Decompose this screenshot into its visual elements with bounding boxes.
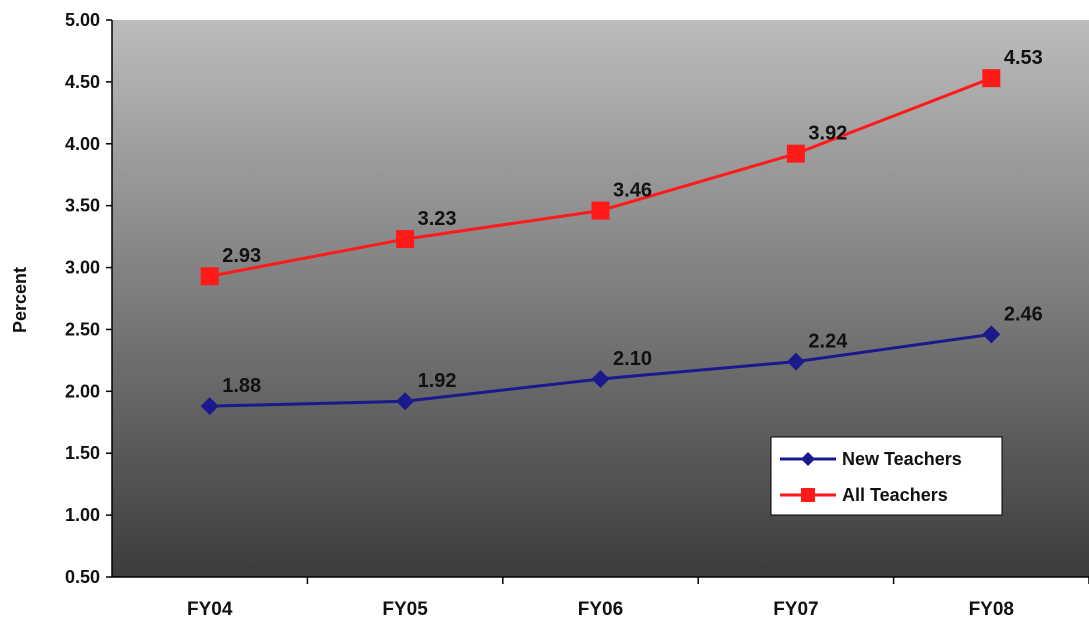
legend-label-new-teachers: New Teachers	[842, 449, 962, 469]
data-label-all-teachers: 2.93	[222, 245, 261, 267]
data-label-new-teachers: 1.88	[222, 375, 261, 397]
y-tick-label: 3.00	[65, 258, 100, 278]
y-tick-label: 3.50	[65, 196, 100, 216]
y-tick-label: 4.00	[65, 134, 100, 154]
data-label-all-teachers: 4.53	[1004, 47, 1043, 69]
data-label-new-teachers: 2.10	[613, 348, 652, 370]
legend-marker-new-teachers	[801, 452, 815, 466]
data-label-new-teachers: 2.24	[808, 331, 848, 353]
y-tick-label: 4.50	[65, 72, 100, 92]
legend-box	[770, 436, 1003, 516]
data-point-new-teachers	[200, 397, 219, 416]
x-tick-label: FY07	[773, 599, 818, 620]
data-point-new-teachers	[982, 325, 1001, 344]
data-point-new-teachers	[396, 392, 415, 411]
data-label-new-teachers: 1.92	[418, 370, 457, 392]
y-axis-title: Percent	[10, 267, 30, 333]
x-tick-label: FY04	[187, 599, 233, 620]
series-layer	[200, 69, 1001, 416]
data-point-all-teachers	[396, 230, 415, 249]
y-tick-label: 1.50	[65, 443, 100, 463]
data-point-all-teachers	[982, 69, 1001, 88]
data-label-all-teachers: 3.92	[808, 123, 847, 145]
data-point-all-teachers	[786, 144, 805, 163]
data-point-all-teachers	[591, 201, 610, 220]
x-tick-label: FY05	[382, 599, 428, 620]
data-point-new-teachers	[591, 369, 610, 388]
axes: 0.50 1.00 1.50 2.00 2.50 3.00 3.50 4.00 4.50 5.00…	[65, 10, 1089, 620]
x-tick-label: FY08	[969, 599, 1014, 620]
legend-marker-all-teachers	[801, 488, 815, 502]
legend-label-all-teachers: All Teachers	[842, 485, 948, 505]
data-point-all-teachers	[200, 267, 219, 286]
data-label-new-teachers: 2.46	[1004, 303, 1043, 325]
data-label-all-teachers: 3.23	[418, 208, 457, 230]
data-labels: 1.88 1.92 2.10 2.24 2.46 2.93 3.23 3.46 3.92 4.53	[222, 47, 1043, 397]
y-tick-label: 2.00	[65, 381, 100, 401]
y-tick-label: 5.00	[65, 10, 100, 30]
data-point-new-teachers	[786, 352, 805, 371]
x-tick-label: FY06	[578, 599, 623, 620]
y-tick-label: 1.00	[65, 505, 100, 525]
data-label-all-teachers: 3.46	[613, 180, 652, 202]
y-tick-label: 0.50	[65, 567, 100, 587]
legend: New Teachers All Teachers	[770, 436, 1003, 516]
y-tick-label: 2.50	[65, 319, 100, 339]
